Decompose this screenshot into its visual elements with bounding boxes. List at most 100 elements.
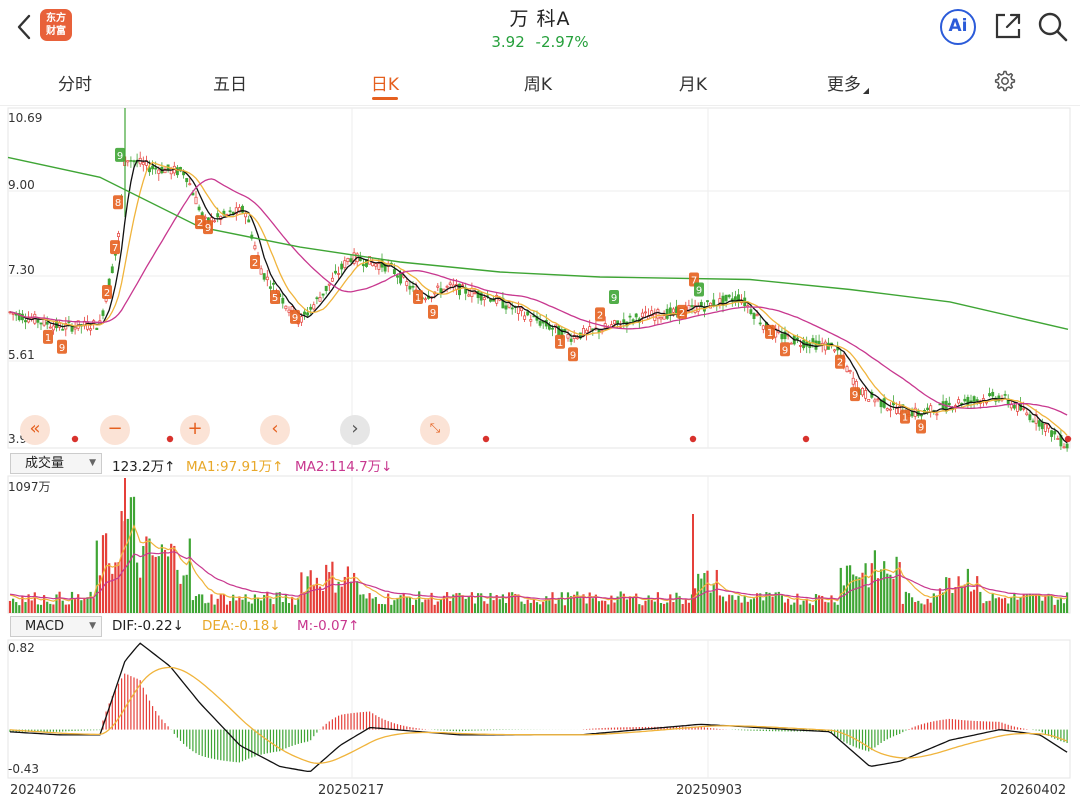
- signal-marker-label: 9: [59, 343, 65, 354]
- tab-intraday[interactable]: 分时: [58, 75, 92, 95]
- volume-bar: [275, 592, 278, 613]
- volume-bar: [672, 602, 675, 613]
- candle-body: [163, 168, 167, 174]
- tab-five-day[interactable]: 五日: [213, 75, 247, 95]
- volume-bar: [892, 578, 895, 613]
- macd-dea-line: [9, 666, 1068, 764]
- volume-bar: [554, 603, 557, 613]
- volume-bar: [111, 573, 114, 613]
- candle-body: [473, 292, 477, 295]
- volume-bar: [253, 594, 256, 613]
- volume-bar: [312, 584, 315, 613]
- volume-bar: [1019, 597, 1022, 613]
- volume-bar: [867, 587, 870, 613]
- candle-body: [48, 326, 52, 329]
- zoom-out-button[interactable]: −: [100, 415, 130, 445]
- zoom-in-button[interactable]: +: [180, 415, 210, 445]
- candle-body: [303, 311, 306, 315]
- macd-m-text: M:-0.07: [297, 618, 349, 634]
- volume-bar: [697, 573, 700, 613]
- candle-body: [690, 305, 694, 307]
- volume-bar: [951, 593, 954, 613]
- volume-bar: [303, 591, 306, 613]
- candle-body: [1065, 443, 1069, 449]
- volume-bar: [746, 601, 749, 613]
- volume-bar: [61, 600, 64, 613]
- logo-text-bottom: 财富: [46, 26, 66, 37]
- candle-body: [225, 214, 229, 216]
- volume-bar: [628, 596, 632, 613]
- signal-marker-label: 9: [696, 285, 702, 296]
- volume-bar: [359, 594, 362, 613]
- tab-more[interactable]: 更多 ◢: [808, 70, 888, 95]
- candle-body: [724, 294, 728, 302]
- scroll-start-button[interactable]: «: [20, 415, 50, 445]
- volume-bar: [700, 578, 703, 613]
- volume-bar: [790, 604, 793, 613]
- volume-bar: [1041, 600, 1044, 613]
- volume-bar: [461, 595, 464, 613]
- candle-body: [262, 273, 266, 280]
- volume-bar: [43, 595, 46, 613]
- volume-bar: [976, 576, 979, 613]
- candle-body: [268, 286, 272, 289]
- signal-marker-label: 2: [197, 218, 203, 229]
- candle-body: [616, 320, 620, 324]
- volume-bar: [557, 597, 560, 613]
- volume-bar: [297, 597, 300, 613]
- settings-gear-icon[interactable]: [992, 69, 1016, 93]
- volume-bar: [402, 593, 405, 613]
- volume-bar: [1016, 599, 1019, 613]
- app-logo[interactable]: 东方 财富: [40, 9, 72, 41]
- scroll-right-button[interactable]: ›: [340, 415, 370, 445]
- volume-bar: [266, 591, 269, 613]
- candle-body: [622, 319, 626, 323]
- scroll-left-button[interactable]: ‹: [260, 415, 290, 445]
- candle-body: [330, 277, 334, 282]
- volume-bar: [805, 598, 808, 613]
- volume-ma2: MA2:114.7万↓: [295, 455, 392, 475]
- volume-bar: [145, 536, 148, 613]
- candle-body: [687, 305, 691, 312]
- volume-bar: [325, 564, 328, 613]
- ai-assistant-icon[interactable]: Ai: [940, 9, 976, 45]
- volume-bar: [945, 577, 948, 613]
- signal-marker: [43, 329, 53, 344]
- candle-body: [213, 220, 217, 223]
- macd-max-label: 0.82: [8, 641, 35, 655]
- share-icon[interactable]: [993, 11, 1023, 41]
- tab-daily-k[interactable]: 日K: [370, 75, 400, 95]
- signal-marker: [290, 309, 300, 324]
- volume-bar: [1056, 599, 1059, 613]
- volume-bar: [418, 591, 421, 613]
- candle-body: [848, 370, 852, 373]
- candle-body: [926, 407, 930, 411]
- signal-marker: [835, 354, 845, 369]
- tab-monthly-k[interactable]: 月K: [678, 75, 708, 95]
- volume-bar: [880, 569, 883, 613]
- fullscreen-icon[interactable]: ⤡: [420, 415, 450, 445]
- signal-marker: [694, 282, 704, 297]
- candle-body: [659, 316, 663, 320]
- search-icon[interactable]: [1037, 11, 1069, 43]
- candle-body: [411, 285, 415, 288]
- volume-bar: [74, 598, 77, 613]
- kline-frame: [7, 107, 1071, 449]
- volume-bar: [405, 597, 408, 613]
- candle-body: [662, 315, 666, 320]
- volume-bar: [260, 600, 263, 613]
- candle-body: [523, 315, 527, 320]
- macd-selector[interactable]: MACD ▼: [10, 616, 102, 637]
- volume-bar: [576, 591, 579, 613]
- volume-ma2-text: MA2:114.7万: [295, 459, 382, 475]
- tab-weekly-k[interactable]: 周K: [523, 75, 553, 95]
- candle-body: [718, 298, 722, 305]
- volume-selector[interactable]: 成交量 ▼: [10, 453, 102, 474]
- volume-bar: [740, 602, 743, 613]
- volume-bar: [504, 603, 508, 613]
- candle-body: [374, 263, 378, 267]
- volume-bar: [827, 602, 830, 613]
- volume-bar: [256, 597, 260, 613]
- back-arrow-icon[interactable]: [14, 12, 34, 42]
